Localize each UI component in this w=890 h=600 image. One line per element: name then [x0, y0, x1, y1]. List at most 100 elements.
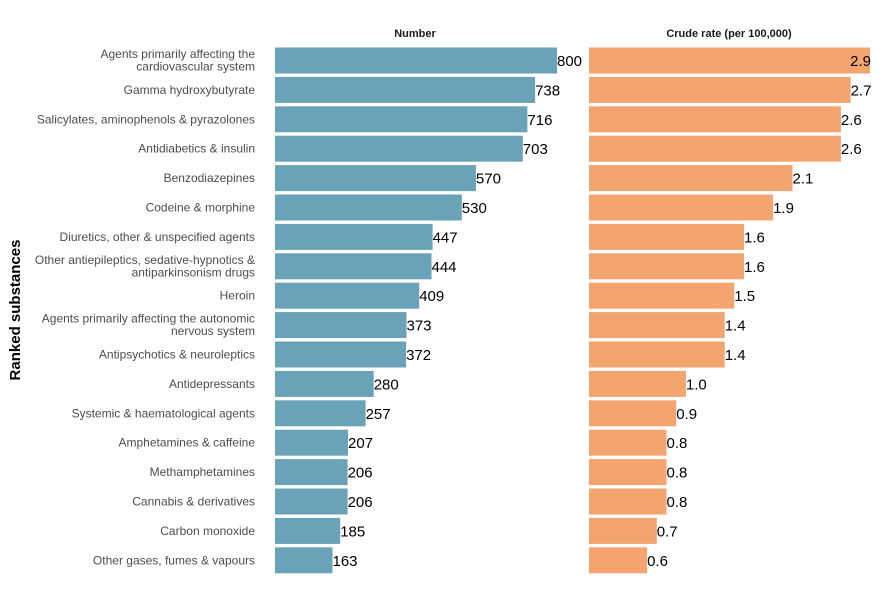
data-label: 1.9 — [773, 200, 794, 217]
data-label: 1.0 — [686, 376, 707, 393]
bar — [275, 282, 420, 309]
data-label: 2.1 — [793, 171, 814, 188]
category-label: Diuretics, other & unspecified agents — [60, 230, 255, 244]
data-label: 444 — [432, 259, 457, 276]
bar — [275, 165, 476, 192]
data-label: 738 — [535, 82, 560, 99]
bar — [589, 488, 667, 515]
category-label: Agents primarily affecting the cardiovasc… — [100, 47, 255, 74]
bar — [275, 517, 341, 544]
data-label: 2.7 — [851, 82, 872, 99]
data-label: 163 — [333, 553, 358, 570]
bar — [589, 341, 725, 368]
category-label: Codeine & morphine — [146, 201, 256, 215]
category-label: Antidepressants — [169, 377, 255, 391]
bar — [589, 194, 774, 221]
data-label: 373 — [407, 318, 432, 335]
category-label: Antidiabetics & insulin — [138, 142, 255, 156]
category-label-line: cardiovascular system — [136, 60, 255, 74]
bar — [275, 135, 523, 162]
bar — [589, 76, 851, 103]
bar — [589, 400, 677, 427]
bar — [275, 429, 348, 456]
bar — [589, 282, 735, 309]
bar — [589, 223, 744, 250]
bars — [275, 47, 870, 574]
category-label: Methamphetamines — [150, 465, 255, 479]
bar — [589, 312, 725, 339]
category-label: Agents primarily affecting the autonomic… — [42, 312, 255, 339]
bar — [275, 488, 348, 515]
data-label: 0.8 — [667, 465, 688, 482]
bar — [589, 106, 841, 133]
panel-title: Number — [394, 28, 436, 40]
bar — [275, 547, 333, 574]
data-label: 570 — [476, 171, 501, 188]
bar — [275, 253, 432, 280]
data-label: 280 — [374, 376, 399, 393]
bar — [589, 370, 686, 397]
panel-titles: Number Crude rate (per 100,000) — [394, 28, 792, 40]
data-label: 703 — [523, 141, 548, 158]
data-label: 1.6 — [744, 229, 765, 246]
bar — [589, 165, 793, 192]
bar — [589, 135, 841, 162]
bar — [589, 253, 744, 280]
data-label: 1.5 — [734, 288, 755, 305]
data-label: 0.8 — [667, 494, 688, 511]
bar — [589, 517, 657, 544]
data-label: 0.9 — [676, 406, 697, 423]
data-label: 0.8 — [667, 435, 688, 452]
data-label: 2.6 — [841, 141, 862, 158]
bar — [275, 47, 557, 74]
data-label: 257 — [366, 406, 391, 423]
category-label: Cannabis & derivatives — [132, 495, 255, 509]
y-axis-title: Ranked substances — [7, 240, 24, 381]
data-label: 372 — [406, 347, 431, 364]
data-label: 716 — [527, 112, 552, 129]
bar — [275, 106, 528, 133]
bar — [275, 194, 462, 221]
category-label: Benzodiazepines — [164, 171, 255, 185]
data-label: 2.6 — [841, 112, 862, 129]
category-label: Other gases, fumes & vapours — [93, 553, 255, 567]
data-label: 1.4 — [725, 347, 746, 364]
bar — [589, 47, 870, 74]
category-label: Antipsychotics & neuroleptics — [99, 348, 255, 362]
data-label: 206 — [348, 465, 373, 482]
category-label: Salicylates, aminophenols & pyrazolones — [37, 112, 255, 126]
category-label: Amphetamines & caffeine — [118, 436, 255, 450]
category-labels: Agents primarily affecting the cardiovasc… — [35, 47, 255, 567]
category-label-line: antiparkinsonism drugs — [132, 265, 255, 279]
data-label: 0.6 — [647, 553, 668, 570]
data-label: 206 — [348, 494, 373, 511]
category-label: Systemic & haematological agents — [72, 406, 255, 420]
data-label: 0.7 — [657, 523, 678, 540]
category-label: Heroin — [220, 289, 255, 303]
data-label: 185 — [340, 523, 365, 540]
category-label: Gamma hydroxybutyrate — [124, 83, 256, 97]
bar — [275, 341, 407, 368]
bar — [275, 370, 374, 397]
category-label: Other antiepileptics, sedative-hypnotics… — [35, 253, 255, 280]
data-label: 207 — [348, 435, 373, 452]
category-label-line: Agents primarily affecting the autonomic — [42, 312, 255, 326]
category-label-line: Agents primarily affecting the — [100, 47, 255, 61]
panel-title: Crude rate (per 100,000) — [666, 28, 792, 40]
data-label: 1.4 — [725, 318, 746, 335]
category-label-line: nervous system — [171, 324, 255, 338]
bar — [275, 312, 407, 339]
bar — [275, 400, 366, 427]
bar — [275, 459, 348, 486]
bar — [275, 223, 433, 250]
data-label: 447 — [433, 229, 458, 246]
data-label: 800 — [557, 53, 582, 70]
category-label-line: Other antiepileptics, sedative-hypnotics… — [35, 253, 255, 267]
data-label: 1.6 — [744, 259, 765, 276]
bar — [589, 429, 667, 456]
category-label: Carbon monoxide — [160, 524, 255, 538]
bar — [589, 459, 667, 486]
data-label: 409 — [419, 288, 444, 305]
